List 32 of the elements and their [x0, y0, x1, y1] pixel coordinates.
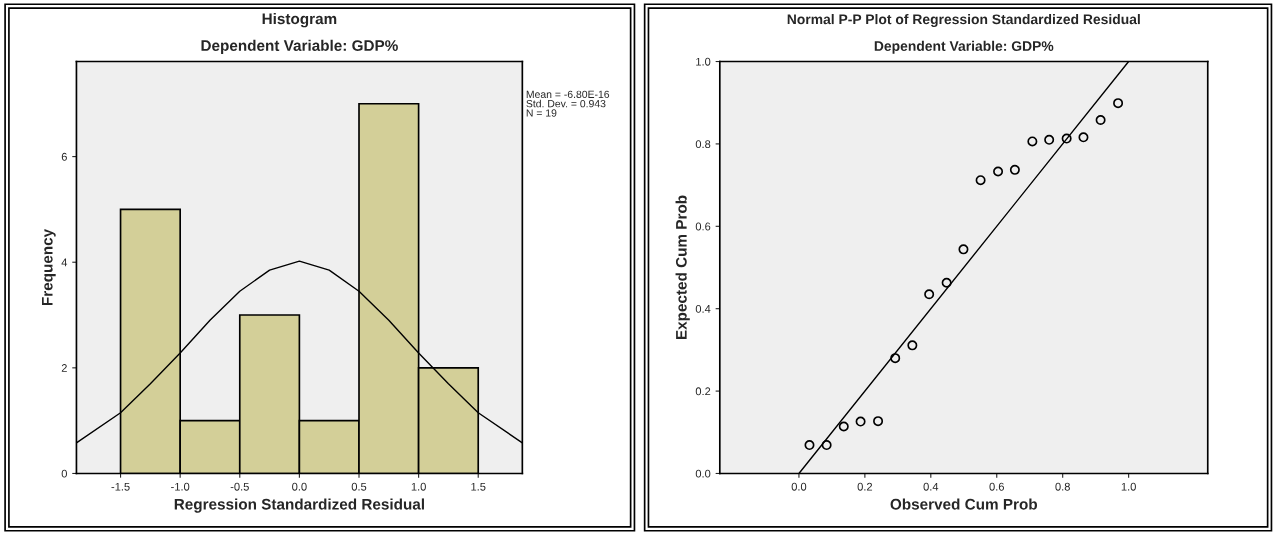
y-tick-label: 1.0 — [696, 57, 711, 66]
x-tick-label: 1.5 — [471, 482, 486, 491]
y-tick-label: 0.2 — [695, 387, 711, 396]
x-tick-label: 0.0 — [292, 482, 307, 491]
chart-subtitle: Dependent Variable: GDP% — [201, 39, 398, 54]
x-tick-label: 0.6 — [989, 482, 1004, 491]
x-tick-label: -1.5 — [111, 482, 130, 491]
x-tick-label: 0.5 — [351, 482, 367, 491]
x-axis-title: Observed Cum Prob — [890, 498, 1038, 510]
x-tick-label: -0.5 — [230, 482, 249, 491]
x-tick-label: -1.0 — [171, 482, 190, 491]
x-axis-title: Regression Standardized Residual — [174, 498, 424, 513]
y-tick-label: 0.4 — [695, 304, 711, 313]
y-tick-label: 0.6 — [695, 222, 711, 231]
x-tick-label: 0.4 — [923, 482, 939, 491]
x-tick-label: 1.0 — [1121, 482, 1136, 491]
y-axis-title: Frequency — [42, 228, 56, 306]
chart-title: Histogram — [262, 13, 337, 28]
y-tick-label: 4 — [61, 258, 68, 267]
x-tick-label: 0.2 — [857, 482, 873, 491]
y-tick-label: 0.0 — [695, 469, 711, 478]
y-tick-label: 0 — [61, 469, 67, 478]
y-tick-label: 0.8 — [695, 140, 711, 149]
chart-title: Normal P-P Plot of Regression Standardized Residual — [787, 14, 1140, 28]
text: Mean = -6.80E-16 Std. Dev. = 0.943 N = 19 — [526, 90, 610, 117]
x-tick-label: 0.8 — [1055, 482, 1070, 491]
x-tick-label: 1.0 — [411, 482, 426, 491]
y-tick-label: 6 — [61, 152, 67, 161]
chart-subtitle: Dependent Variable: GDP% — [874, 40, 1054, 54]
x-tick-label: 0.0 — [791, 482, 807, 491]
y-tick-label: 2 — [61, 364, 67, 372]
y-axis-title: Expected Cum Prob — [675, 195, 690, 340]
